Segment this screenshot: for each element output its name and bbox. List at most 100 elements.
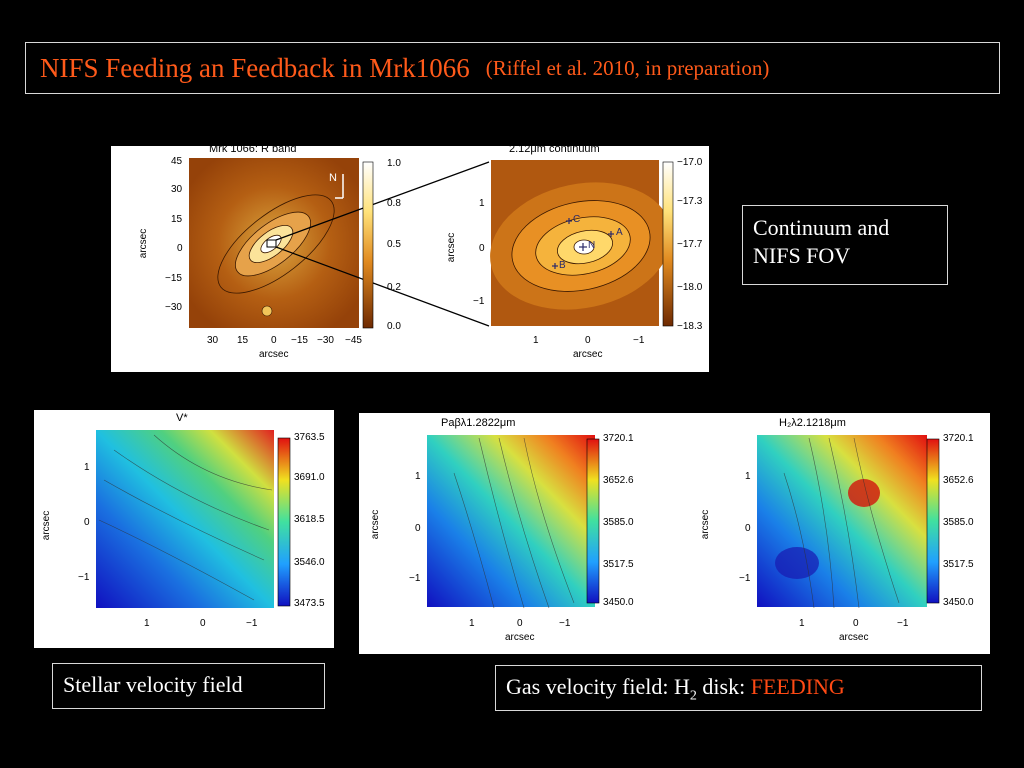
pabeta-xtick: −1: [559, 618, 571, 629]
h2-xlabel: arcsec: [839, 632, 869, 643]
continuum-xtick: 0: [585, 335, 591, 346]
caption-gas-subscript: 2: [689, 688, 697, 704]
continuum-xlabel: arcsec: [573, 349, 603, 360]
pabeta-colorbar-tick: 3585.0: [603, 517, 634, 528]
h2-velocity-map: [757, 435, 927, 607]
rband-ylabel: arcsec: [138, 228, 150, 259]
rband-xtick: −30: [317, 335, 334, 346]
stellar-colorbar-tick: 3763.5: [294, 432, 325, 443]
continuum-title: 2.12μm continuum: [509, 143, 600, 155]
continuum-ytick: −1: [473, 296, 485, 307]
stellar-colorbar-tick: 3546.0: [294, 557, 325, 568]
caption-gas-prefix: Gas velocity field: H: [506, 674, 690, 699]
pabeta-colorbar-tick: 3517.5: [603, 559, 634, 570]
pabeta-ytick: 0: [415, 523, 421, 534]
rband-colorbar-tick: 1.0: [387, 158, 401, 169]
stellar-colorbar-tick: 3691.0: [294, 472, 325, 483]
rband-contour: [217, 194, 335, 294]
north-label: N: [329, 172, 337, 184]
marker-label-c: C: [573, 214, 581, 225]
pabeta-colorbar-tick: 3652.6: [603, 475, 634, 486]
h2-colorbar: [926, 438, 940, 604]
caption-gas-highlight: FEEDING: [750, 674, 845, 699]
slide-citation: (Riffel et al. 2010, in preparation): [485, 55, 770, 80]
continuum-colorbar-tick: −17.3: [677, 196, 703, 207]
h2-contour: [853, 437, 900, 604]
rband-colorbar-tick: 0.0: [387, 321, 401, 332]
rband-ytick: −30: [165, 302, 182, 313]
stellar-colorbar-tick: 3473.5: [294, 598, 325, 609]
continuum-colorbar: [662, 161, 674, 327]
pabeta-colorbar-tick: 3450.0: [603, 597, 634, 608]
rband-ytick: 0: [177, 243, 183, 254]
stellar-colorbar-tick: 3618.5: [294, 514, 325, 525]
stellar-contour: [103, 479, 265, 561]
rband-xlabel: arcsec: [259, 349, 289, 360]
caption-continuum-line2: NIFS FOV: [753, 243, 851, 268]
pabeta-ytick: −1: [409, 573, 421, 584]
rband-xtick: 30: [207, 335, 219, 346]
marker-label-b: B: [559, 260, 566, 271]
pabeta-colorbar: [586, 438, 600, 604]
stellar-contour: [113, 449, 270, 531]
pabeta-xtick: 1: [469, 618, 475, 629]
stellar-figure: V* 1 0 −1 arcsec 1 0 −1 3763.5 3691.0 36…: [34, 410, 334, 648]
marker-label-n: N: [588, 240, 596, 251]
h2-redshift-lobe: [848, 479, 880, 507]
h2-contour: [783, 472, 815, 609]
h2-colorbar-tick: 3652.6: [943, 475, 974, 486]
title-box: NIFS Feeding an Feedback in Mrk1066 (Rif…: [25, 42, 1000, 94]
h2-colorbar-tick: 3450.0: [943, 597, 974, 608]
continuum-colorbar-tick: −17.0: [677, 157, 703, 168]
rband-nifs-fov: [266, 239, 277, 248]
continuum-xtick: 1: [533, 335, 539, 346]
pabeta-contour: [498, 437, 550, 609]
stellar-contour: [98, 519, 255, 601]
rband-colorbar-tick: 0.2: [387, 282, 401, 293]
stellar-contour: [153, 434, 273, 491]
h2-xtick: 0: [853, 618, 859, 629]
caption-stellar: Stellar velocity field: [52, 663, 325, 709]
pabeta-title: Paβλ1.2822μm: [441, 417, 516, 429]
pabeta-velocity-map: [427, 435, 595, 607]
pabeta-xlabel: arcsec: [505, 632, 535, 643]
h2-title: H₂λ2.1218μm: [779, 417, 846, 429]
h2-xtick: −1: [897, 618, 909, 629]
rband-xtick: −45: [345, 335, 362, 346]
marker-label-a: A: [616, 227, 623, 238]
rband-colorbar-tick: 0.8: [387, 198, 401, 209]
h2-colorbar-tick: 3517.5: [943, 559, 974, 570]
rband-xtick: −15: [291, 335, 308, 346]
stellar-colorbar: [277, 437, 291, 607]
top-figure: Mrk 1066: R band 2.12μm continuum 45 30 …: [111, 143, 709, 372]
continuum-colorbar-tick: −17.7: [677, 239, 703, 250]
h2-contour: [828, 437, 860, 609]
stellar-velocity-map: [96, 430, 274, 608]
caption-continuum: Continuum and NIFS FOV: [742, 205, 948, 285]
caption-continuum-line1: Continuum and: [753, 215, 890, 240]
stellar-xtick: −1: [246, 618, 258, 629]
continuum-xtick: −1: [633, 335, 645, 346]
rband-xtick: 0: [271, 335, 277, 346]
h2-blueshift-lobe: [775, 547, 819, 579]
h2-colorbar-tick: 3720.1: [943, 433, 974, 444]
h2-ylabel: arcsec: [700, 509, 712, 540]
rband-colorbar-tick: 0.5: [387, 239, 401, 250]
continuum-ylabel: arcsec: [446, 232, 458, 263]
rband-colorbar: [362, 161, 374, 329]
rband-title: Mrk 1066: R band: [209, 143, 297, 155]
stellar-ytick: 0: [84, 517, 90, 528]
pabeta-contour: [523, 437, 575, 604]
caption-gas-mid: disk:: [696, 674, 751, 699]
caption-gas: Gas velocity field: H2 disk: FEEDING: [495, 665, 982, 711]
rband-blob: [261, 305, 273, 317]
h2-xtick: 1: [799, 618, 805, 629]
slide-title: NIFS Feeding an Feedback in Mrk1066: [40, 52, 470, 83]
gas-figure: Paβλ1.2822μm 1 0 −1 arcsec 1 0 −1 arcsec…: [359, 413, 990, 654]
rband-ytick: −15: [165, 273, 182, 284]
pabeta-ytick: 1: [415, 471, 421, 482]
pabeta-ylabel: arcsec: [370, 509, 382, 540]
continuum-ytick: 1: [479, 198, 485, 209]
continuum-colorbar-tick: −18.0: [677, 282, 703, 293]
continuum-colorbar-tick: −18.3: [677, 321, 703, 332]
